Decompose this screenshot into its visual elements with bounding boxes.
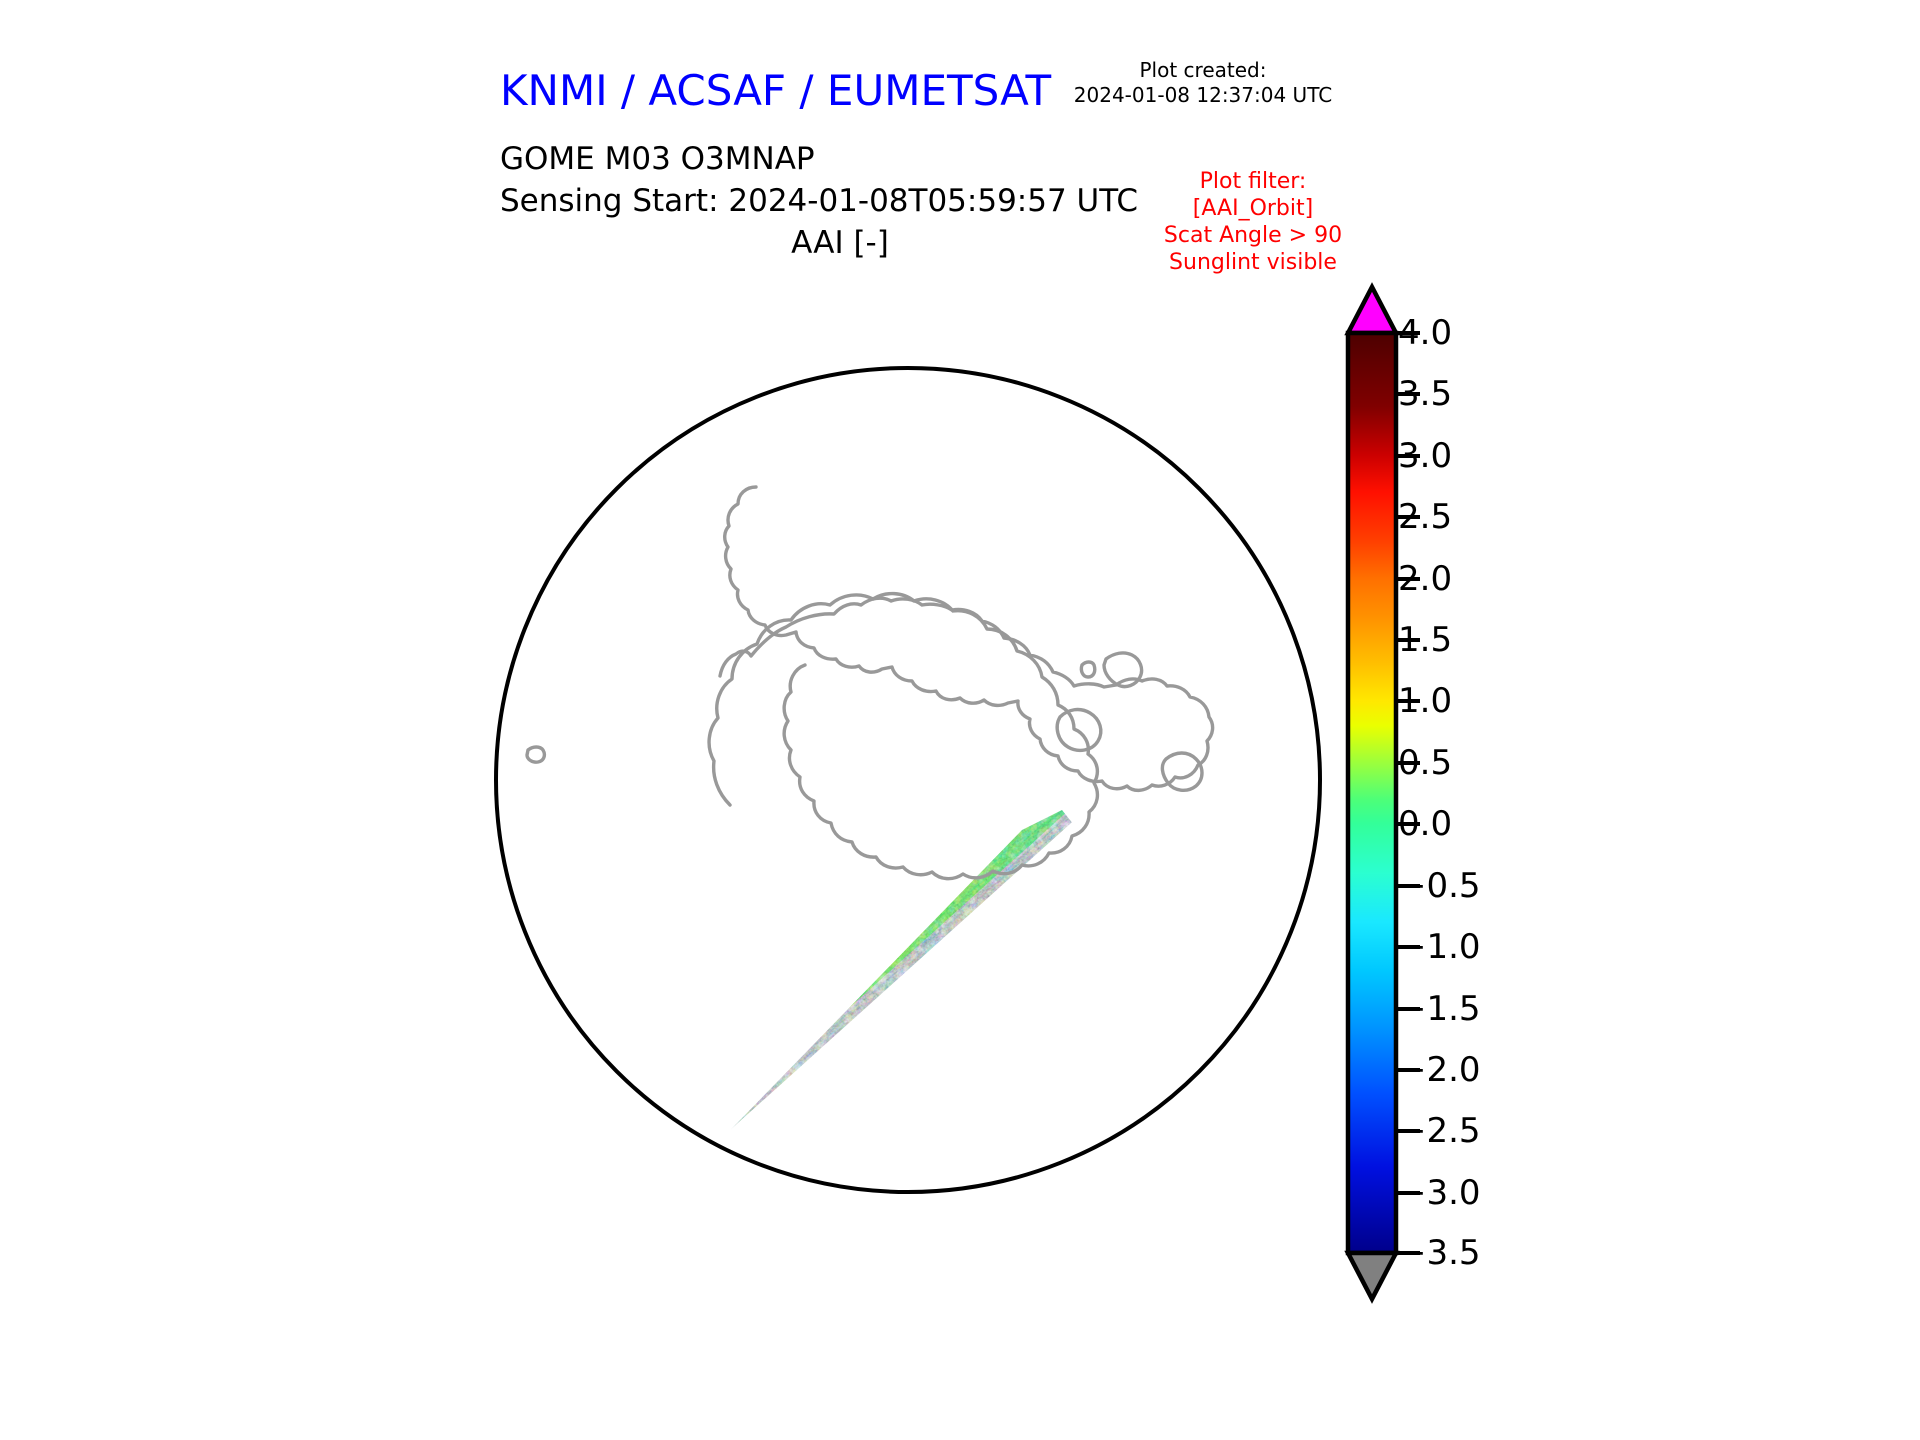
colorbar-tick-label: 4.0	[1398, 313, 1453, 353]
colorbar-tick-label: −3.0	[1398, 1173, 1481, 1213]
instrument-title: GOME M03 O3MNAP	[500, 141, 815, 177]
colorbar: 4.0 3.5 3.0 2.5 2.0 1.5 1.0 0.5 0.0 −0.5…	[1330, 270, 1630, 1330]
colorbar-tick-label: −2.0	[1398, 1050, 1481, 1090]
colorbar-tick-label: 2.5	[1398, 497, 1453, 537]
colorbar-tick-label: 3.0	[1398, 436, 1453, 476]
colorbar-tick-label: −1.5	[1398, 989, 1481, 1029]
plot-created-block: Plot created: 2024-01-08 12:37:04 UTC	[1058, 58, 1348, 108]
colorbar-gradient-bar	[1348, 333, 1396, 1253]
organisation-header: KNMI / ACSAF / EUMETSAT	[500, 66, 1052, 115]
colorbar-ticks	[1396, 331, 1420, 1255]
colorbar-tick-label: 1.5	[1398, 620, 1453, 660]
filter-scat-angle: Scat Angle > 90	[1163, 223, 1343, 248]
coastline-south-georgia	[525, 745, 547, 764]
coastline-new-zealand-south	[1035, 368, 1089, 387]
plot-created-timestamp: 2024-01-08 12:37:04 UTC	[1073, 83, 1333, 107]
coastline-tasmania	[655, 383, 698, 425]
quantity-title: AAI [-]	[791, 225, 889, 261]
coastline-new-zealand-north	[1072, 273, 1108, 311]
colorbar-tick-label: −2.5	[1398, 1111, 1481, 1151]
coastline-small-island-nw	[588, 368, 646, 371]
colorbar-tick-label: 0.5	[1398, 743, 1453, 783]
map-boundary-circle	[494, 366, 1322, 1194]
colorbar-tick-label: 3.5	[1398, 374, 1453, 414]
map-disc-background	[496, 368, 1320, 1192]
polar-stereographic-map	[494, 273, 1322, 1194]
coastline-coats-land	[1160, 751, 1204, 792]
colorbar-tick-label: −0.5	[1398, 866, 1481, 906]
colorbar-tick-label: 1.0	[1398, 681, 1453, 721]
coastline-ross-inlet	[1055, 707, 1103, 753]
coastline-antarctica-outline	[707, 591, 1100, 881]
filter-sunglint: Sunglint visible	[1169, 250, 1337, 275]
colorbar-tick-labels: 4.0 3.5 3.0 2.5 2.0 1.5 1.0 0.5 0.0 −0.5…	[1398, 270, 1608, 1330]
colorbar-tick-label: −3.5	[1398, 1233, 1481, 1273]
sensing-start-title: Sensing Start: 2024-01-08T05:59:57 UTC	[500, 183, 1138, 219]
plot-filter-block: Plot filter: [AAI_Orbit] Scat Angle > 90…	[1128, 168, 1378, 276]
plot-created-label: Plot created:	[1139, 58, 1267, 82]
colorbar-under-arrow	[1344, 1250, 1400, 1304]
coastline-antarctic-peninsula	[1102, 651, 1144, 689]
colorbar-tick-label: 0.0	[1398, 804, 1453, 844]
colorbar-svg	[1344, 282, 1420, 1304]
filter-heading: Plot filter:	[1199, 169, 1307, 194]
map-panel	[470, 265, 1350, 1295]
coastline-antarctica	[718, 485, 1215, 793]
filter-product: [AAI_Orbit]	[1192, 196, 1314, 221]
coastline-weddell-islands	[1079, 660, 1097, 679]
colorbar-over-arrow	[1344, 282, 1400, 336]
colorbar-tick-label: 2.0	[1398, 559, 1453, 599]
plot-title-block: GOME M03 O3MNAP Sensing Start: 2024-01-0…	[500, 138, 1180, 264]
colorbar-tick-label: −1.0	[1398, 927, 1481, 967]
